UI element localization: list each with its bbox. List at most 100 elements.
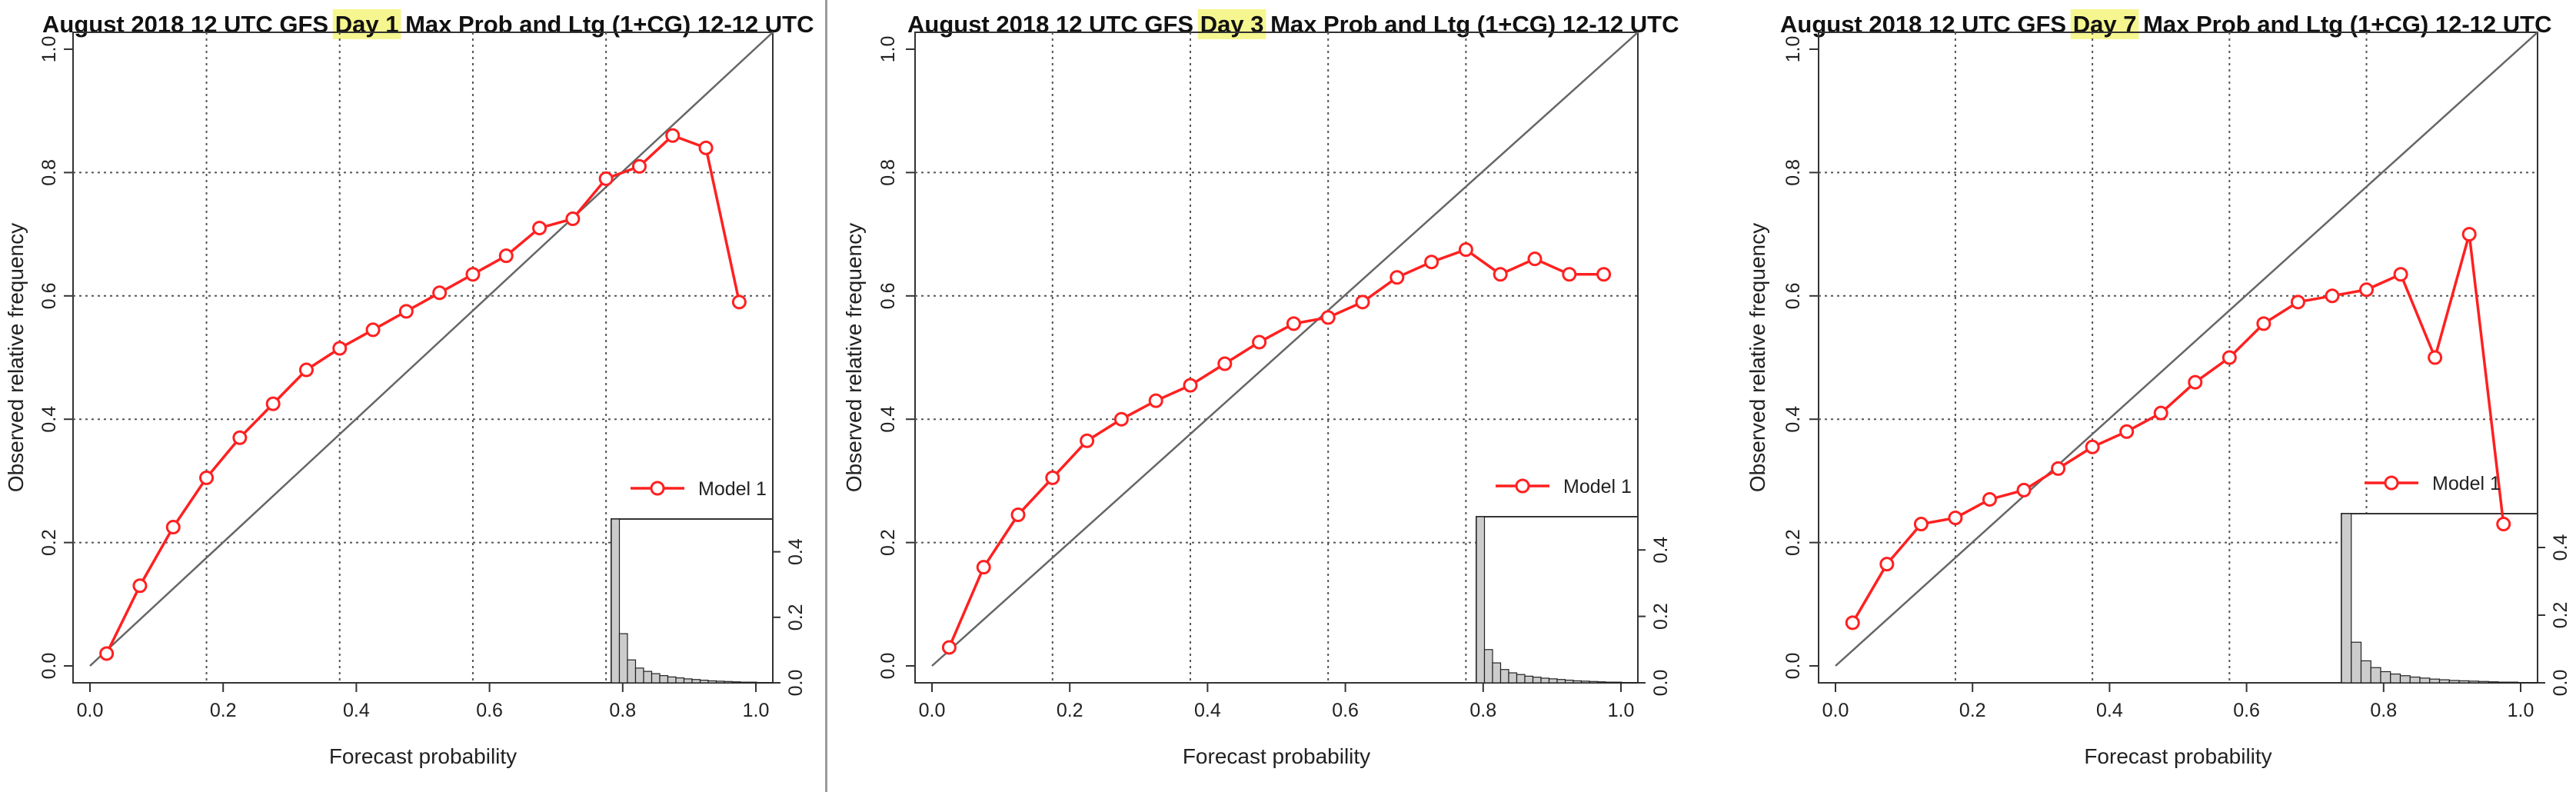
legend: Model 1: [1496, 476, 1632, 497]
series-point: [2119, 424, 2135, 439]
histogram-bar: [667, 676, 677, 684]
histogram-bar: [2508, 681, 2519, 684]
histogram-tick-label: 0.0: [2550, 670, 2571, 697]
histogram-bar: [1483, 649, 1493, 684]
series-point: [199, 470, 215, 485]
histogram-bar: [2458, 680, 2470, 684]
x-tick-label: 0.0: [77, 700, 104, 721]
series-point: [232, 430, 248, 445]
y-tick-label: 0.8: [1782, 159, 1804, 186]
legend: Model 1: [2365, 473, 2501, 494]
histogram-bar: [699, 679, 709, 684]
series-point: [2085, 439, 2100, 454]
series-point: [1217, 356, 1233, 371]
histogram-bar: [2409, 676, 2421, 684]
series-point: [1493, 267, 1508, 282]
series-point: [1458, 242, 1473, 258]
series-point: [2016, 482, 2032, 497]
x-tick-label: 1.0: [1608, 700, 1635, 721]
x-tick-label: 0.8: [2370, 700, 2397, 721]
histogram-bar: [2390, 673, 2401, 684]
histogram-bar: [731, 681, 741, 684]
x-tick-label: 0.0: [919, 700, 946, 721]
y-tick-label: 1.0: [1782, 36, 1804, 63]
y-tick-label: 0.2: [1782, 529, 1804, 556]
histogram-bar: [2370, 667, 2381, 684]
histogram-tick-label: 0.4: [1650, 537, 1672, 564]
legend-marker: [2384, 475, 2399, 491]
histogram-bar: [1524, 675, 1534, 684]
histogram-bar: [675, 677, 685, 684]
title-highlight-box: [332, 9, 401, 39]
series-point: [1845, 615, 1860, 631]
y-tick-label: 0.6: [1782, 282, 1804, 309]
histogram-tick-label: 0.4: [2550, 534, 2571, 561]
series-point: [1252, 334, 1267, 350]
histogram-bar: [2380, 671, 2391, 684]
series-point: [265, 396, 281, 411]
x-tick-label: 0.6: [2233, 700, 2260, 721]
y-axis-label: Observed relative frequency: [842, 223, 866, 492]
x-tick-label: 0.8: [1469, 700, 1496, 721]
legend-label: Model 1: [698, 478, 767, 500]
histogram-tick-label: 0.0: [785, 670, 807, 697]
series-point: [2256, 316, 2271, 331]
histogram-bar: [627, 659, 637, 684]
histogram-tick-label: 0.0: [1650, 670, 1672, 697]
histogram-bar: [1508, 672, 1518, 684]
series-point: [398, 304, 414, 319]
series-point: [1183, 378, 1198, 393]
series-point: [941, 640, 957, 655]
perfect-reliability-line: [1835, 32, 2538, 667]
histogram-bar: [747, 681, 757, 684]
histogram-bar: [2341, 513, 2352, 684]
histogram-bar: [659, 675, 669, 684]
histogram-bar: [1516, 674, 1526, 684]
series-point: [665, 128, 681, 143]
series-point: [2461, 227, 2477, 242]
x-tick-label: 0.4: [2096, 700, 2123, 721]
histogram-bar: [651, 673, 661, 684]
x-tick-label: 0.0: [1822, 700, 1849, 721]
chart-title-text: August 2018 12 UTC GFS Day 1 Max Prob an…: [42, 11, 814, 38]
histogram-tick-label: 0.2: [785, 604, 807, 631]
histogram-bar: [2351, 641, 2362, 684]
series-point: [498, 248, 514, 264]
histogram-bar: [2419, 677, 2431, 684]
reliability-chart-day-3: August 2018 12 UTC GFS Day 3 Max Prob an…: [842, 9, 1679, 768]
series-point: [2428, 350, 2443, 365]
series-point: [165, 520, 181, 535]
histogram-tick-label: 0.4: [785, 538, 807, 565]
plot-frame: [914, 32, 1639, 684]
histogram-frame: [2341, 513, 2538, 684]
histogram-bar: [1532, 677, 1542, 684]
histogram-bar: [2438, 679, 2450, 684]
reliability-panel-day-7: August 2018 12 UTC GFS Day 7 Max Prob an…: [1665, 0, 2576, 792]
reliability-panel-day-3: August 2018 12 UTC GFS Day 3 Max Prob an…: [827, 0, 1679, 792]
histogram-bar: [1596, 681, 1606, 684]
series-point: [1080, 433, 1095, 448]
perfect-reliability-line: [931, 32, 1639, 667]
histogram-bar: [1476, 516, 1486, 684]
title-highlight: Day 3: [1200, 11, 1264, 38]
histogram-bar: [2478, 681, 2489, 684]
x-tick-label: 0.6: [476, 700, 503, 721]
histogram-bar: [691, 679, 701, 684]
series-point: [731, 295, 747, 310]
series-point: [1982, 491, 1997, 507]
histogram-bar: [740, 681, 750, 684]
panel-divider: [825, 0, 827, 792]
series-point: [2051, 461, 2066, 476]
histogram-bar: [611, 518, 621, 684]
y-tick-label: 0.0: [38, 653, 60, 680]
x-axis-label: Forecast probability: [329, 744, 517, 768]
series-point: [1320, 310, 1336, 325]
series-point: [132, 578, 148, 594]
plot-frame: [72, 32, 774, 684]
x-tick-label: 0.2: [1057, 700, 1083, 721]
series-point: [2222, 350, 2237, 365]
y-tick-label: 0.4: [877, 406, 899, 433]
series-point: [2290, 295, 2305, 310]
title-pre: August 2018 12 UTC GFS: [1780, 11, 2073, 38]
title-pre: August 2018 12 UTC GFS: [42, 11, 335, 38]
